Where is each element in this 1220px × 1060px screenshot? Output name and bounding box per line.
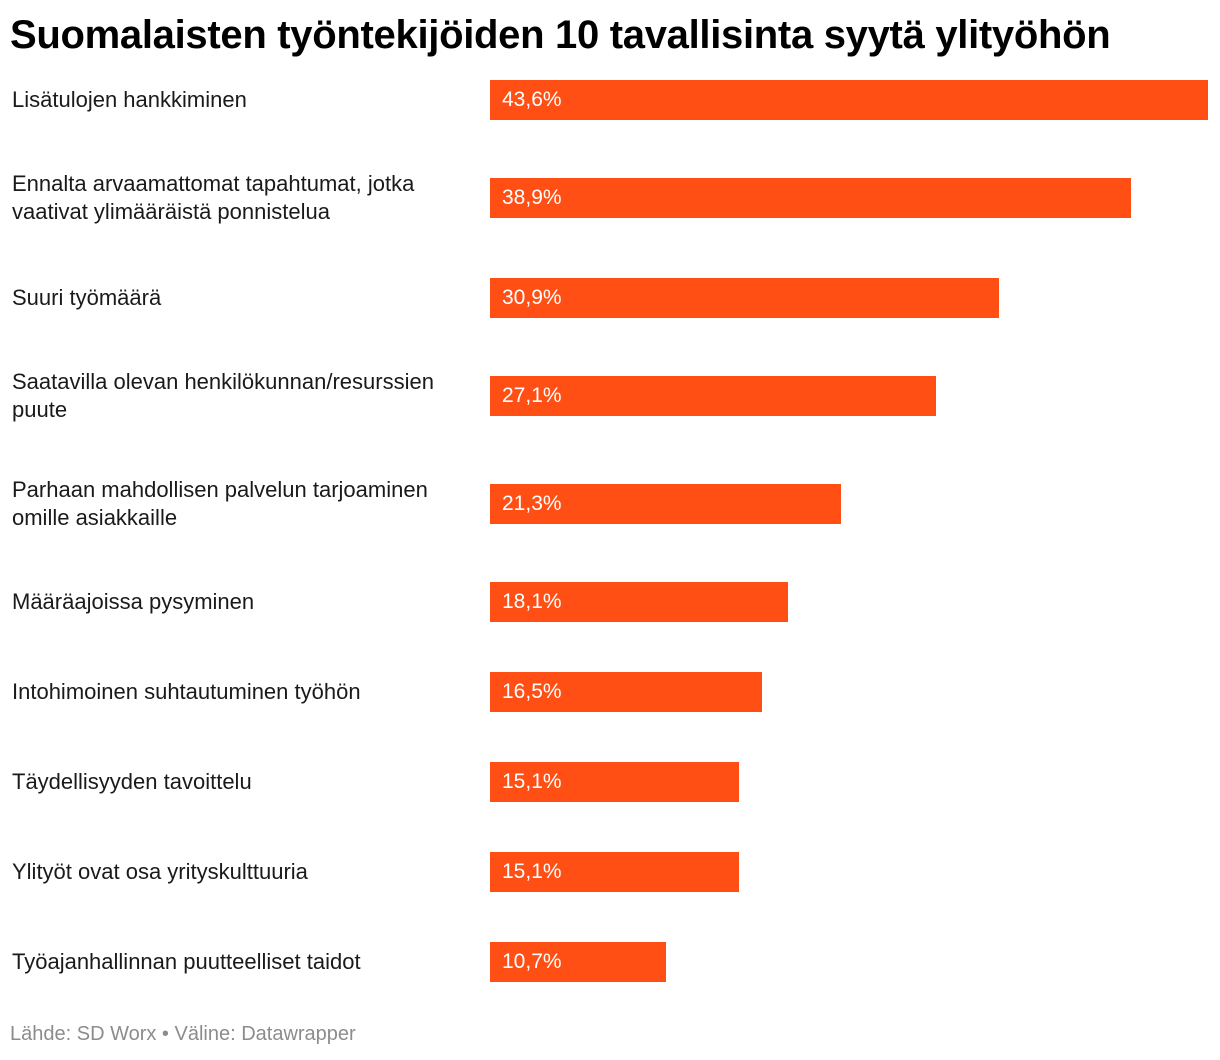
bar-value-label: 38,9% bbox=[502, 186, 562, 209]
category-label: Työajanhallinnan puutteelliset taidot bbox=[12, 949, 361, 974]
bar: 21,3% bbox=[490, 484, 841, 524]
chart-title: Suomalaisten työntekijöiden 10 tavallisi… bbox=[10, 13, 1111, 57]
bar: 15,1% bbox=[490, 762, 739, 802]
bar-value-label: 27,1% bbox=[502, 384, 562, 407]
category-label: Ylityöt ovat osa yrityskulttuuria bbox=[12, 859, 308, 884]
bar-value-label: 21,3% bbox=[502, 492, 562, 515]
bar: 43,6% bbox=[490, 80, 1208, 120]
bar: 15,1% bbox=[490, 852, 739, 892]
bar: 30,9% bbox=[490, 278, 999, 318]
bar-value-label: 18,1% bbox=[502, 590, 562, 613]
category-label: Parhaan mahdollisen palvelun tarjoaminen… bbox=[12, 477, 428, 530]
category-label: Täydellisyyden tavoittelu bbox=[12, 769, 252, 794]
bar-value-label: 15,1% bbox=[502, 770, 562, 793]
bar: 18,1% bbox=[490, 582, 788, 622]
bar-value-label: 30,9% bbox=[502, 286, 562, 309]
category-label: Suuri työmäärä bbox=[12, 285, 162, 310]
bar-value-label: 16,5% bbox=[502, 680, 562, 703]
bar: 10,7% bbox=[490, 942, 666, 982]
bar: 27,1% bbox=[490, 376, 936, 416]
category-label: Intohimoinen suhtautuminen työhön bbox=[12, 679, 361, 704]
category-label: Ennalta arvaamattomat tapahtumat, jotka … bbox=[12, 171, 415, 224]
category-label: Saatavilla olevan henkilökunnan/resurssi… bbox=[12, 369, 434, 422]
bar-value-label: 43,6% bbox=[502, 88, 562, 111]
bar: 16,5% bbox=[490, 672, 762, 712]
bar: 38,9% bbox=[490, 178, 1131, 218]
source-note: Lähde: SD Worx • Väline: Datawrapper bbox=[10, 1023, 356, 1045]
category-label: Lisätulojen hankkiminen bbox=[12, 87, 247, 112]
category-label: Määräajoissa pysyminen bbox=[12, 589, 255, 614]
bar-value-label: 10,7% bbox=[502, 950, 562, 973]
bar-value-label: 15,1% bbox=[502, 860, 562, 883]
